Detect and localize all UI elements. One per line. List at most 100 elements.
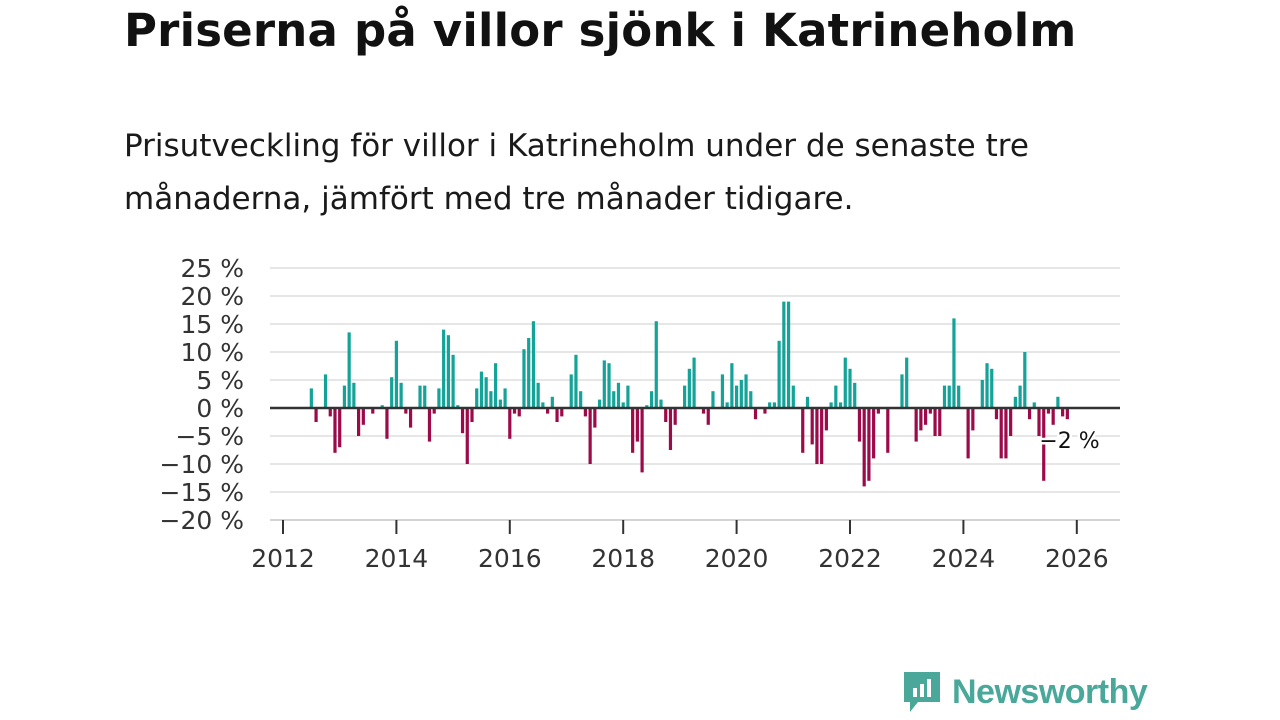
newsworthy-logo-icon bbox=[904, 672, 940, 712]
bar bbox=[735, 385, 739, 408]
bar bbox=[786, 301, 791, 408]
bar bbox=[730, 363, 734, 408]
bar bbox=[692, 357, 696, 408]
bar bbox=[952, 318, 956, 408]
bar bbox=[446, 335, 450, 408]
bar bbox=[531, 321, 536, 408]
bar bbox=[451, 354, 455, 408]
bar bbox=[815, 408, 819, 464]
bar bbox=[867, 408, 871, 481]
bar bbox=[985, 363, 989, 408]
bar bbox=[805, 396, 810, 408]
bar bbox=[1032, 402, 1036, 408]
bar bbox=[768, 402, 772, 408]
y-tick-label: 15 % bbox=[180, 310, 244, 339]
bar bbox=[914, 408, 918, 442]
bar bbox=[494, 363, 498, 408]
bar bbox=[489, 391, 493, 408]
bar bbox=[654, 321, 658, 408]
bar bbox=[791, 385, 795, 408]
bar bbox=[579, 391, 583, 408]
y-tick-label: 5 % bbox=[196, 366, 244, 395]
bar bbox=[720, 374, 725, 408]
y-tick-label: 10 % bbox=[180, 338, 244, 367]
bar bbox=[583, 408, 587, 417]
bar bbox=[649, 391, 654, 408]
bar bbox=[593, 408, 597, 428]
x-tick-label: 2018 bbox=[591, 544, 655, 573]
bar bbox=[668, 408, 673, 450]
bar bbox=[1027, 408, 1032, 420]
bar bbox=[994, 408, 999, 420]
bar bbox=[394, 340, 398, 408]
bar bbox=[763, 408, 767, 414]
bar bbox=[555, 408, 559, 422]
x-tick-label: 2024 bbox=[932, 544, 996, 573]
labels: −2 % bbox=[1037, 427, 1102, 457]
bar bbox=[1042, 408, 1046, 481]
bar bbox=[857, 408, 862, 442]
bar bbox=[1065, 408, 1069, 420]
bar bbox=[739, 380, 743, 408]
bar bbox=[938, 408, 942, 436]
bar bbox=[616, 382, 621, 408]
bar bbox=[390, 377, 394, 408]
bar bbox=[626, 385, 630, 408]
bar bbox=[498, 399, 502, 408]
bar bbox=[673, 408, 677, 425]
bar bbox=[536, 382, 540, 408]
bar bbox=[848, 368, 852, 408]
y-tick-label: −20 % bbox=[160, 506, 244, 535]
bar bbox=[357, 408, 361, 436]
bar bbox=[631, 408, 635, 453]
x-tick-label: 2020 bbox=[705, 544, 769, 573]
bar bbox=[602, 360, 606, 408]
bar bbox=[1023, 352, 1027, 408]
bar bbox=[782, 301, 786, 408]
bar bbox=[574, 354, 578, 408]
y-tick-label: −15 % bbox=[160, 478, 244, 507]
bar bbox=[1037, 408, 1041, 436]
bar bbox=[687, 368, 691, 408]
bar bbox=[423, 385, 427, 408]
bar bbox=[706, 408, 710, 425]
bar bbox=[612, 391, 616, 408]
bar bbox=[957, 385, 961, 408]
bar bbox=[432, 408, 436, 414]
bar bbox=[541, 402, 545, 408]
y-tick-label: 25 % bbox=[180, 254, 244, 283]
bars bbox=[309, 301, 1069, 487]
bar bbox=[900, 374, 904, 408]
bar bbox=[928, 408, 932, 414]
bar bbox=[517, 408, 521, 417]
bar bbox=[342, 385, 347, 408]
bar bbox=[659, 399, 663, 408]
bar bbox=[588, 408, 592, 464]
bar bbox=[947, 385, 951, 408]
bar bbox=[777, 340, 781, 408]
bar bbox=[560, 408, 564, 417]
bar bbox=[980, 380, 984, 408]
newsworthy-logo: Newsworthy bbox=[902, 670, 1148, 714]
bar bbox=[550, 396, 554, 408]
bar bbox=[597, 399, 602, 408]
bar bbox=[1009, 408, 1013, 436]
bar bbox=[942, 385, 947, 408]
bar bbox=[460, 408, 465, 434]
bar bbox=[503, 388, 507, 408]
bar bbox=[569, 374, 573, 408]
bar bbox=[1051, 408, 1055, 425]
bar bbox=[876, 408, 880, 414]
bar bbox=[924, 408, 928, 425]
bar bbox=[843, 357, 847, 408]
bar bbox=[465, 408, 469, 464]
bar bbox=[484, 377, 488, 408]
bar bbox=[933, 408, 937, 436]
x-tick-label: 2016 bbox=[478, 544, 542, 573]
axes: 25 %20 %15 %10 %5 %0 %−5 %−10 %−15 %−20 … bbox=[160, 254, 1120, 573]
bar bbox=[1061, 408, 1065, 417]
bar bbox=[479, 371, 484, 408]
bar bbox=[862, 408, 866, 487]
bar bbox=[352, 382, 356, 408]
x-tick-label: 2022 bbox=[818, 544, 882, 573]
